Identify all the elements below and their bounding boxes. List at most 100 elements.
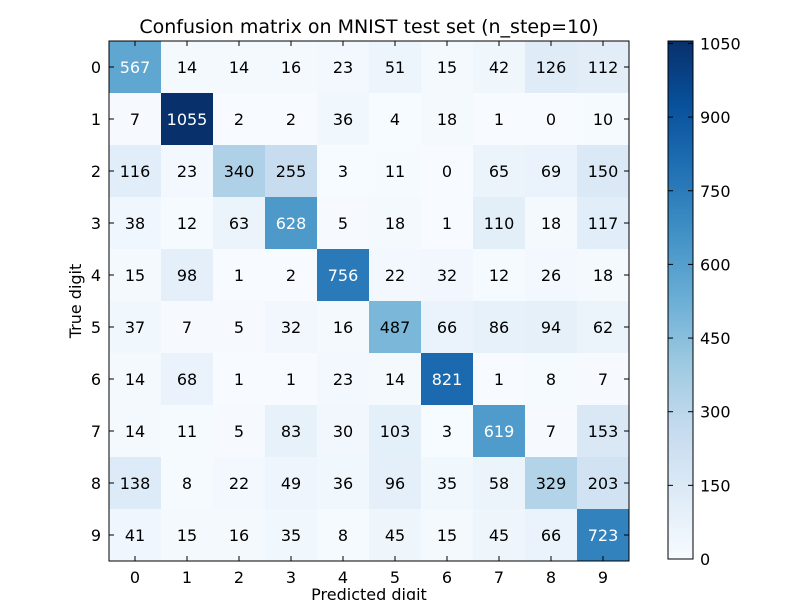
heatmap-cell (265, 249, 318, 302)
colorbar-tick-label: 900 (700, 108, 731, 127)
heatmap-cell-label: 30 (333, 422, 353, 441)
heatmap-cell-label: 15 (177, 526, 197, 545)
heatmap-cell (525, 145, 578, 198)
x-tick-label: 4 (338, 568, 348, 587)
heatmap-cell (577, 457, 630, 510)
heatmap-cell (421, 145, 474, 198)
y-tick-label: 0 (91, 58, 101, 77)
heatmap-cell (161, 509, 214, 562)
heatmap-cell (473, 301, 526, 354)
heatmap-cell (369, 509, 422, 562)
heatmap-cell-label: 14 (125, 422, 145, 441)
heatmap-cell-label: 7 (130, 110, 140, 129)
heatmap-cell-label: 96 (385, 474, 405, 493)
heatmap-cell-label: 18 (593, 266, 613, 285)
heatmap-cell-label: 18 (437, 110, 457, 129)
heatmap-cell (369, 353, 422, 406)
heatmap-cell-label: 7 (546, 422, 556, 441)
heatmap-cell-label: 66 (541, 526, 561, 545)
heatmap-cell (473, 93, 526, 146)
heatmap-cell-label: 1055 (167, 110, 208, 129)
heatmap-cell-label: 16 (229, 526, 249, 545)
heatmap-cell-label: 86 (489, 318, 509, 337)
heatmap-cell (109, 405, 162, 458)
heatmap-cell-label: 65 (489, 162, 509, 181)
heatmap-cell (161, 41, 214, 94)
heatmap-cell-label: 1 (494, 110, 504, 129)
heatmap-cell (213, 509, 266, 562)
heatmap-cell-label: 1 (494, 370, 504, 389)
heatmap-cell (213, 405, 266, 458)
x-tick-label: 1 (182, 568, 192, 587)
heatmap-cell-label: 26 (541, 266, 561, 285)
x-tick-label: 8 (546, 568, 556, 587)
heatmap-cell-label: 7 (182, 318, 192, 337)
heatmap-cell-label: 110 (484, 214, 515, 233)
heatmap-cell (421, 197, 474, 250)
y-tick-label: 6 (91, 370, 101, 389)
heatmap-cell-label: 69 (541, 162, 561, 181)
heatmap-cell (213, 145, 266, 198)
heatmap-cell (161, 145, 214, 198)
y-tick-label: 8 (91, 474, 101, 493)
heatmap-cell (525, 197, 578, 250)
heatmap-cell (109, 41, 162, 94)
heatmap-cell-label: 2 (286, 110, 296, 129)
colorbar-tick-label: 750 (700, 182, 731, 201)
heatmap-cell-label: 12 (489, 266, 509, 285)
heatmap-cell-label: 2 (234, 110, 244, 129)
heatmap-cell-label: 68 (177, 370, 197, 389)
heatmap-cell (213, 301, 266, 354)
heatmap-cells (109, 41, 630, 562)
heatmap-cell (525, 353, 578, 406)
heatmap-cell (265, 93, 318, 146)
heatmap-cell-label: 4 (390, 110, 400, 129)
heatmap-cell-label: 821 (432, 370, 463, 389)
heatmap-cell (369, 457, 422, 510)
heatmap-cell (109, 249, 162, 302)
heatmap-cell-label: 116 (120, 162, 151, 181)
heatmap-cell-label: 14 (125, 370, 145, 389)
heatmap-cell-label: 16 (281, 58, 301, 77)
heatmap-cell (421, 249, 474, 302)
x-tick-label: 3 (286, 568, 296, 587)
heatmap-cell (161, 405, 214, 458)
heatmap-cell (109, 145, 162, 198)
heatmap-cell (265, 509, 318, 562)
x-tick-label: 0 (130, 568, 140, 587)
heatmap-cell-label: 1 (442, 214, 452, 233)
heatmap-cell-label: 98 (177, 266, 197, 285)
heatmap-cell (473, 197, 526, 250)
heatmap-cell (265, 197, 318, 250)
heatmap-cell-label: 22 (385, 266, 405, 285)
y-tick-label: 1 (91, 110, 101, 129)
colorbar-tick-label: 450 (700, 329, 731, 348)
heatmap-cell (473, 249, 526, 302)
heatmap-cell-label: 22 (229, 474, 249, 493)
heatmap-cell (109, 301, 162, 354)
heatmap-cell-label: 340 (224, 162, 255, 181)
heatmap-cell (577, 197, 630, 250)
heatmap-cell-label: 1 (286, 370, 296, 389)
heatmap-cell (317, 457, 370, 510)
x-tick-label: 9 (598, 568, 608, 587)
heatmap-cell (421, 405, 474, 458)
heatmap-cell (369, 41, 422, 94)
heatmap-cell (317, 353, 370, 406)
heatmap-cell-label: 51 (385, 58, 405, 77)
heatmap-cell (577, 509, 630, 562)
heatmap-cell-label: 3 (338, 162, 348, 181)
heatmap-cell-label: 49 (281, 474, 301, 493)
y-tick-label: 9 (91, 526, 101, 545)
heatmap-cell-label: 3 (442, 422, 452, 441)
heatmap-cell-label: 18 (385, 214, 405, 233)
colorbar-tick-label: 150 (700, 476, 731, 495)
heatmap-cell-label: 36 (333, 474, 353, 493)
heatmap-cell (473, 405, 526, 458)
heatmap-cell-label: 94 (541, 318, 561, 337)
colorbar (667, 40, 694, 560)
heatmap-cell (577, 145, 630, 198)
heatmap-cell (577, 405, 630, 458)
